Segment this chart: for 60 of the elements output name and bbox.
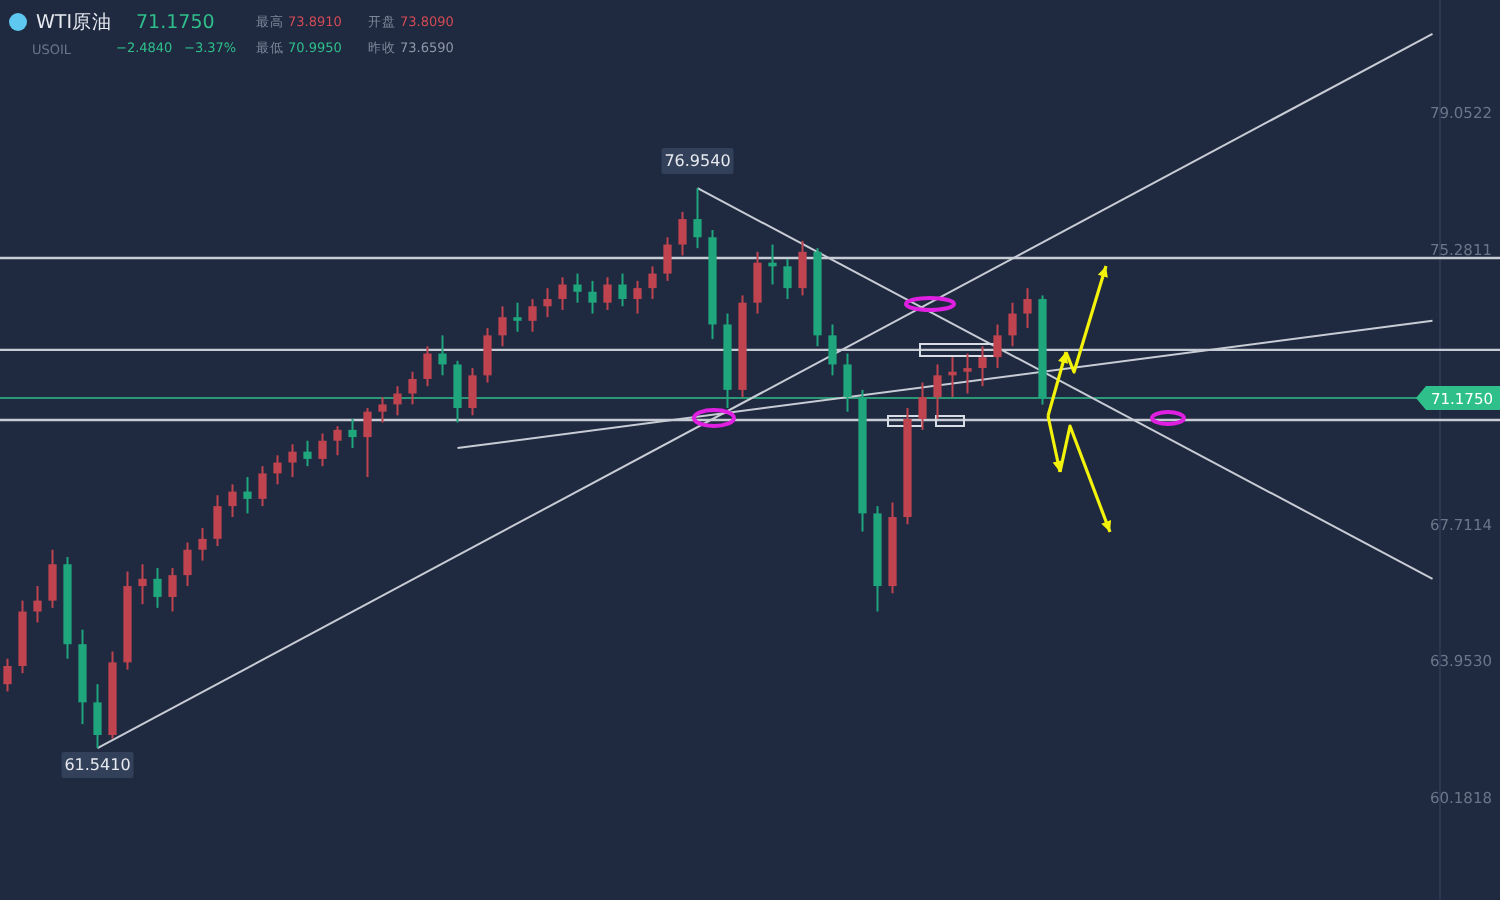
candlestick (963, 352, 972, 395)
candlestick (528, 298, 537, 333)
annotation: 61.5410 (64, 756, 131, 775)
annotation: 71.1750 (136, 12, 215, 34)
candlestick (483, 327, 492, 384)
candlestick (273, 454, 282, 486)
candlestick (558, 276, 567, 311)
candlestick (303, 439, 312, 468)
candlestick (348, 417, 357, 449)
candlestick (618, 272, 627, 308)
annotation: WTI原油 (36, 10, 112, 34)
candlestick (453, 359, 462, 424)
candlestick (513, 301, 522, 333)
candlestick (183, 541, 192, 588)
candlestick (993, 323, 1002, 370)
candlestick (1023, 287, 1032, 330)
candlestick (153, 566, 162, 609)
candlestick (438, 334, 447, 377)
candlestick (138, 563, 147, 606)
candlestick (843, 352, 852, 413)
candlestick (468, 367, 477, 417)
candlestick (948, 356, 957, 399)
candlestick (933, 363, 942, 420)
candlestick (753, 250, 762, 315)
candlestick (408, 370, 417, 406)
candlestick (573, 272, 582, 304)
candlestick (393, 385, 402, 417)
candlestick (288, 443, 297, 479)
candlestick (363, 407, 372, 479)
candlestick (213, 494, 222, 548)
candlestick (333, 425, 342, 457)
candlestick (648, 265, 657, 301)
candlestick (783, 258, 792, 301)
candlestick (543, 287, 552, 319)
candlestick (798, 239, 807, 297)
candlestick (228, 483, 237, 519)
candlestick (768, 243, 777, 286)
candlestick (3, 657, 12, 693)
annotation: 76.9540 (664, 152, 731, 171)
candlestick (48, 548, 57, 609)
candlestick (498, 305, 507, 348)
candlestick (93, 683, 102, 750)
candlestick (1008, 301, 1017, 348)
candlestick (633, 279, 642, 315)
candlestick (828, 323, 837, 377)
candlestick (678, 210, 687, 257)
candlestick (168, 566, 177, 613)
candlestick (243, 476, 252, 515)
candlestick (693, 187, 702, 250)
candlestick (378, 396, 387, 424)
candlestick (198, 526, 207, 562)
candlestick (318, 432, 327, 468)
candlestick (918, 381, 927, 431)
candlestick (258, 465, 267, 508)
candlestick (588, 279, 597, 315)
candlestick (663, 236, 672, 282)
candlestick (603, 276, 612, 311)
candlestick (33, 585, 42, 624)
candlestick (978, 345, 987, 388)
candlestick (423, 345, 432, 388)
